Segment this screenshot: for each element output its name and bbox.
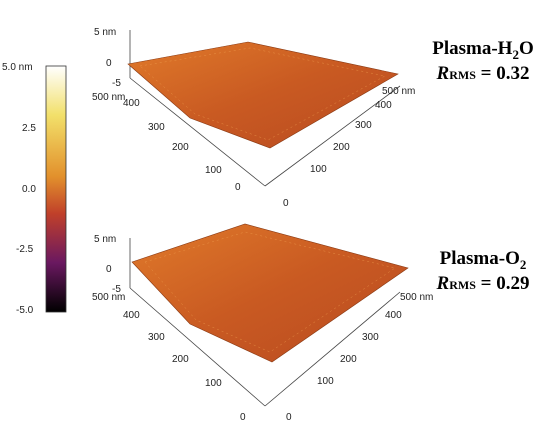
colorbar-tick-label: 5.0 nm <box>2 62 33 73</box>
right-axis-label: 400 <box>375 100 392 111</box>
right-axis-label: 100 <box>317 376 334 387</box>
left-axis-label: 300 <box>148 122 165 133</box>
right-axis-label: 500 nm <box>400 292 433 303</box>
left-axis-label: 500 nm <box>92 292 125 303</box>
z-axis-label: 0 <box>106 58 112 69</box>
right-axis-label: 400 <box>385 310 402 321</box>
left-axis-label: 200 <box>172 142 189 153</box>
afm-panel-h2o: 5 nm 0 -5 500 nm 400 300 200 100 0 500 n… <box>92 27 415 209</box>
rms-value: RRMS = 0.29 <box>436 272 530 294</box>
colorbar-gradient <box>45 65 67 313</box>
sample-name: Plasma-O2 <box>439 248 527 272</box>
rms-value: RRMS = 0.32 <box>436 62 530 84</box>
afm-panel-o2: 5 nm 0 -5 500 nm 400 300 200 100 0 500 n… <box>92 223 433 423</box>
right-axis-label: 300 <box>362 332 379 343</box>
axes-frame <box>129 238 401 407</box>
colorbar-tick-label: -5.0 <box>16 305 34 316</box>
left-axis-label: 200 <box>172 354 189 365</box>
axes-frame <box>129 30 401 187</box>
left-axis-label: 0 <box>235 182 241 193</box>
right-axis-label: 300 <box>355 120 372 131</box>
right-axis-label: 100 <box>310 164 327 175</box>
left-axis-label: 100 <box>205 165 222 176</box>
right-axis-label: 200 <box>340 354 357 365</box>
left-axis-label: 400 <box>123 310 140 321</box>
panel-title-o2: Plasma-O2 RRMS = 0.29 <box>418 248 548 295</box>
right-axis-label: 0 <box>286 412 292 423</box>
panel-title-h2o: Plasma-H2O RRMS = 0.32 <box>418 38 548 85</box>
right-axis-label: 200 <box>333 142 350 153</box>
left-axis-label: 500 nm <box>92 92 125 103</box>
left-axis-label: 100 <box>205 378 222 389</box>
right-axis-label: 500 nm <box>382 86 415 97</box>
colorbar-tick-label: -2.5 <box>16 244 34 255</box>
z-axis-label: -5 <box>112 78 121 89</box>
colorbar-tick-label: 2.5 <box>22 123 36 134</box>
left-axis-label: 0 <box>240 412 246 423</box>
left-axis-label: 300 <box>148 332 165 343</box>
afm-surface <box>131 223 409 363</box>
z-axis-label: -5 <box>112 284 121 295</box>
colorbar-tick-label: 0.0 <box>22 184 36 195</box>
afm-surface-texture <box>139 47 386 141</box>
sample-name: Plasma-H2O <box>432 38 534 62</box>
colorbar: 5.0 nm 2.5 0.0 -2.5 -5.0 <box>2 62 67 316</box>
left-axis-label: 400 <box>123 98 140 109</box>
z-axis-label: 5 nm <box>94 27 116 38</box>
z-axis-label: 5 nm <box>94 234 116 245</box>
z-axis-label: 0 <box>106 264 112 275</box>
right-axis-label: 0 <box>283 198 289 209</box>
afm-surface <box>127 41 399 149</box>
